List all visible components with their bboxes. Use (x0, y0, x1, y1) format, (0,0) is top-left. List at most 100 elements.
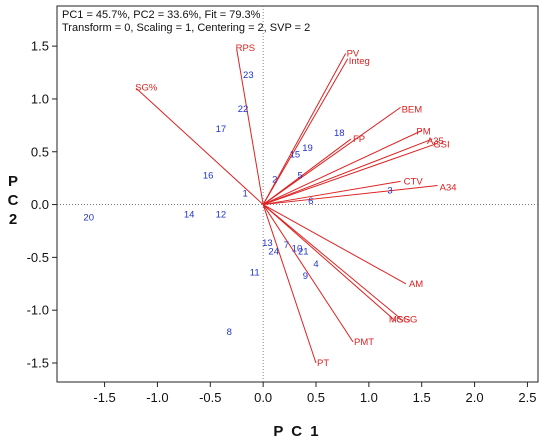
vector-line (262, 204, 407, 285)
x-tick-label: -1.5 (93, 390, 115, 405)
vector-line (262, 130, 422, 206)
vector-line (262, 204, 401, 320)
vector-label: GSG (396, 315, 417, 326)
y-axis-label-part: 2 (9, 211, 19, 228)
observation-point-1: 1 (243, 188, 248, 199)
vector-line (262, 204, 354, 343)
vector-line (262, 106, 401, 205)
plot-frame (56, 5, 539, 383)
observation-point-18: 18 (334, 128, 345, 139)
variable-vector-ctv: CTV (263, 176, 424, 206)
observation-point-22: 22 (238, 104, 249, 115)
vector-label: BEM (402, 105, 423, 116)
variable-vector-pt: PT (262, 204, 329, 369)
variable-vector-gsi: GSI (262, 139, 450, 206)
vector-label: PM (416, 127, 430, 138)
y-tick-label: 0.0 (31, 197, 49, 212)
variable-vector-msg: MSG (262, 204, 411, 326)
y-tick-label: 1.0 (31, 91, 49, 106)
vector-line (262, 138, 433, 206)
x-tick-label: 2.5 (518, 390, 536, 405)
variable-vector-integ: Integ (262, 56, 370, 205)
vector-label: SG% (135, 82, 158, 93)
vector-line (263, 180, 401, 206)
y-axis-label-part: C (8, 192, 21, 209)
observation-point-24: 24 (268, 247, 279, 258)
vector-label: A34 (440, 183, 457, 194)
observation-point-13: 13 (262, 238, 273, 249)
vector-line (262, 138, 352, 205)
variable-vector-a35: A35 (262, 136, 444, 206)
observation-point-15: 15 (290, 149, 301, 160)
vector-line (135, 88, 264, 205)
y-tick-label: -1.0 (27, 303, 49, 318)
observation-point-16: 16 (203, 170, 214, 181)
observation-point-20: 20 (83, 213, 94, 224)
variable-vector-pm: PM (262, 127, 431, 206)
observation-point-11: 11 (250, 268, 260, 279)
y-tick-label: -0.5 (27, 250, 49, 265)
vector-line (262, 204, 317, 364)
variable-vector-gsg: GSG (262, 204, 417, 326)
vector-label: CTV (404, 176, 424, 187)
vector-label: FP (353, 134, 365, 145)
x-tick-label: -0.5 (199, 390, 221, 405)
variable-vector-pmt: PMT (262, 204, 374, 348)
x-tick-label: 1.5 (413, 390, 431, 405)
zero-reference-lines (57, 6, 538, 382)
y-axis-label-part: P (8, 173, 20, 190)
observation-point-2: 2 (272, 175, 277, 186)
x-tick-label: 1.0 (360, 390, 378, 405)
vector-label: PV (347, 49, 360, 60)
vector-label: PT (317, 358, 329, 369)
observation-point-14: 14 (184, 210, 195, 221)
x-tick-label: 2.0 (466, 390, 484, 405)
observation-point-23: 23 (243, 70, 254, 81)
x-tick-label: 0.0 (254, 390, 272, 405)
y-tick-label: 1.5 (31, 39, 49, 54)
vector-line (262, 204, 396, 322)
vector-line (262, 53, 347, 205)
observation-point-17: 17 (216, 124, 227, 135)
observation-point-3: 3 (387, 185, 392, 196)
y-tick-label: -1.5 (27, 355, 49, 370)
observation-point-10: 10 (292, 243, 303, 254)
vector-line (236, 49, 264, 205)
observation-point-12: 12 (216, 210, 227, 221)
variable-vector-rps: RPS (236, 43, 264, 205)
observation-point-6: 6 (308, 196, 313, 207)
variable-vector-a34: A34 (263, 183, 457, 206)
x-axis-ticks: -1.5 -1.0 -0.5 0.0 0.5 1.0 1.5 2.0 2.5 (93, 382, 536, 405)
settings-summary-text: Transform = 0, Scaling = 1, Centering = … (62, 22, 310, 34)
vector-label: MSG (389, 315, 411, 326)
observation-point-19: 19 (302, 143, 313, 154)
variable-vector-bem: BEM (262, 105, 423, 205)
x-tick-label: 0.5 (307, 390, 325, 405)
variable-vector-fp: FP (262, 134, 365, 205)
x-axis-label: P C 1 (273, 423, 320, 440)
vector-label: GSI (433, 139, 449, 150)
observation-point-9: 9 (303, 271, 308, 282)
y-axis-ticks: 1.5 1.0 0.5 0.0 -0.5 -1.0 -1.5 (27, 39, 57, 370)
vector-label: AM (409, 279, 423, 290)
vector-line (263, 185, 438, 206)
vector-label: Integ (349, 56, 370, 67)
x-tick-label: -1.0 (146, 390, 168, 405)
observation-point-21: 21 (298, 247, 309, 258)
variable-vector-am: AM (262, 204, 423, 290)
vector-label: RPS (236, 43, 256, 54)
vector-label: A35 (427, 136, 444, 147)
observation-point-8: 8 (227, 327, 232, 338)
fit-summary-text: PC1 = 45.7%, PC2 = 33.6%, Fit = 79.3% (62, 9, 261, 21)
vector-label: PMT (354, 337, 374, 348)
observation-point-5: 5 (297, 170, 302, 181)
y-tick-label: 0.5 (31, 144, 49, 159)
vector-line (262, 58, 349, 205)
variable-vector-pv: PV (262, 49, 360, 205)
observation-point-7: 7 (284, 240, 289, 251)
